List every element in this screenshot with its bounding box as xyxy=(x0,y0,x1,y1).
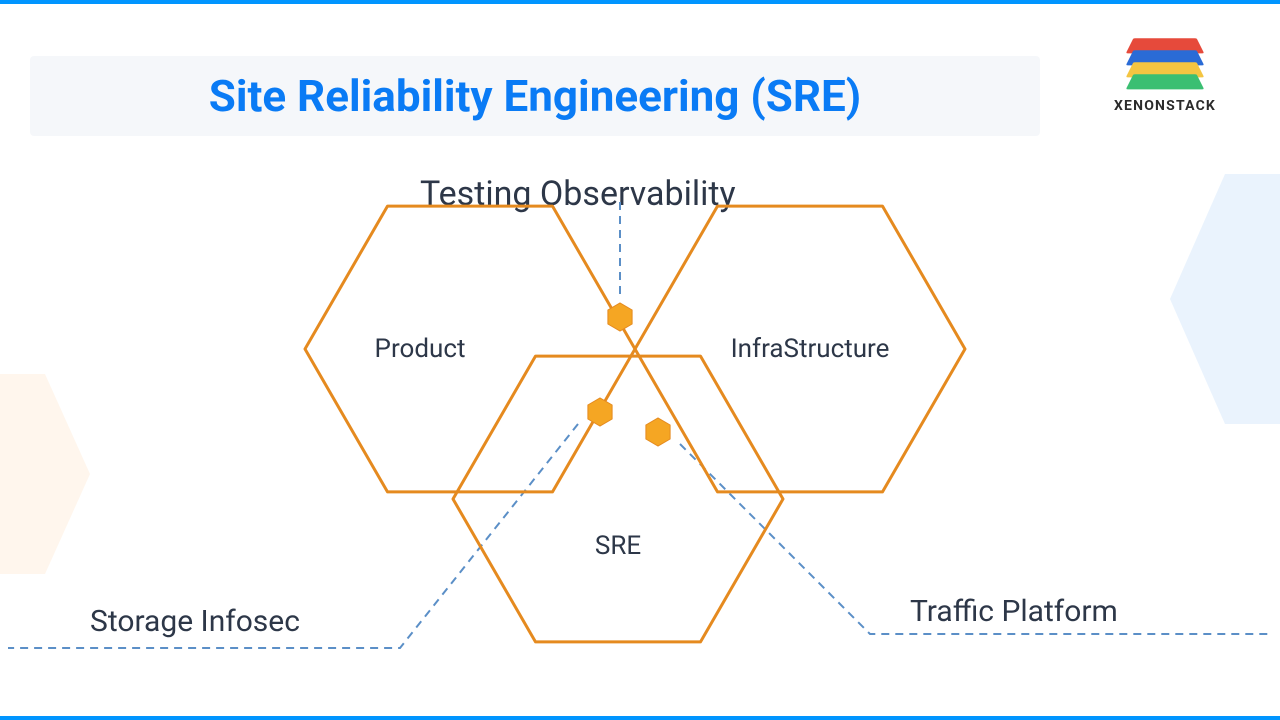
hexagon-shape xyxy=(453,356,783,642)
logo-stack-icon xyxy=(1130,32,1200,92)
title-container: Site Reliability Engineering (SRE) xyxy=(30,56,1040,136)
hexagon-shape xyxy=(305,206,635,492)
intersection-marker-icon xyxy=(646,418,670,446)
page-title: Site Reliability Engineering (SRE) xyxy=(209,70,862,122)
brand-logo: XENONSTACK xyxy=(1090,32,1240,114)
venn-diagram: Product InfraStructure SRE xyxy=(0,154,1280,714)
callout-line xyxy=(8,424,578,648)
hex-label: Product xyxy=(375,334,466,364)
brand-name: XENONSTACK xyxy=(1090,98,1240,114)
hex-label: InfraStructure xyxy=(731,334,890,364)
hex-label: SRE xyxy=(595,531,641,561)
